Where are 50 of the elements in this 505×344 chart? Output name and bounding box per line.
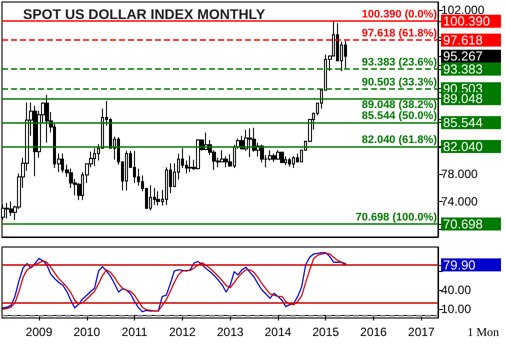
candlestick bbox=[93, 148, 96, 166]
x-tick-label: 2012 bbox=[168, 325, 196, 339]
candlestick bbox=[125, 150, 128, 192]
y-tick-label: 97.618 bbox=[443, 32, 483, 48]
text: 1 Mon bbox=[467, 325, 499, 339]
y-tick-label: 93.383 bbox=[443, 62, 483, 77]
candlestick bbox=[188, 155, 192, 173]
ref-line-label: 85.544 (50.0%) bbox=[362, 110, 438, 122]
candlestick bbox=[272, 153, 276, 162]
x-tick-label: 2017 bbox=[408, 325, 436, 339]
candlestick bbox=[288, 157, 291, 168]
ref-line-label: 100.390 (0.0%) bbox=[362, 8, 438, 21]
candlestick bbox=[196, 138, 200, 170]
ref-line-label: 90.503 (33.3%) bbox=[362, 76, 438, 88]
candlestick bbox=[9, 200, 13, 216]
ref-line-label: 97.618 (61.8%) bbox=[362, 28, 438, 40]
y-tick-label: 10.00 bbox=[441, 302, 472, 316]
candlestick bbox=[156, 190, 160, 206]
ref-line-label: 82.040 (61.8%) bbox=[362, 134, 438, 146]
candlestick bbox=[45, 94, 49, 144]
candlestick bbox=[248, 128, 252, 158]
x-tick-label: 2014 bbox=[264, 325, 292, 339]
y-tick-label: 78.000 bbox=[441, 167, 478, 182]
candlestick bbox=[5, 202, 9, 220]
x-tick-label: 2009 bbox=[26, 325, 53, 339]
candlestick bbox=[280, 151, 284, 164]
candlestick bbox=[149, 184, 152, 211]
y-tick-label: 85.544 bbox=[443, 115, 483, 130]
x-tick-label: 2015 bbox=[312, 325, 340, 339]
ref-line-label: 93.383 (23.6%) bbox=[362, 56, 438, 69]
y-tick-label: 79.90 bbox=[443, 257, 476, 272]
y-tick-label: 74.000 bbox=[441, 194, 478, 208]
y-tick-label: 95.267 bbox=[443, 48, 483, 64]
candlestick bbox=[33, 105, 37, 177]
y-tick-label: 40.00 bbox=[441, 283, 472, 298]
x-tick-label: 2011 bbox=[122, 325, 148, 339]
candlestick bbox=[276, 150, 280, 160]
candlestick bbox=[292, 156, 295, 169]
candlestick bbox=[284, 156, 287, 166]
ref-line-label: 89.048 (38.2%) bbox=[362, 99, 438, 112]
y-tick-label: 82.040 bbox=[443, 139, 483, 154]
chart-title: SPOT US DOLLAR INDEX MONTHLY bbox=[23, 6, 266, 22]
candlestick bbox=[165, 166, 168, 206]
ref-line-label: 70.698 (100.0%) bbox=[356, 212, 438, 224]
y-tick-label: 70.698 bbox=[443, 216, 483, 232]
x-tick-label: 2016 bbox=[360, 325, 388, 339]
candlestick bbox=[133, 150, 136, 184]
x-tick-label: 2013 bbox=[216, 325, 244, 339]
x-tick-label: 2010 bbox=[73, 325, 100, 339]
candlestick bbox=[344, 40, 347, 69]
